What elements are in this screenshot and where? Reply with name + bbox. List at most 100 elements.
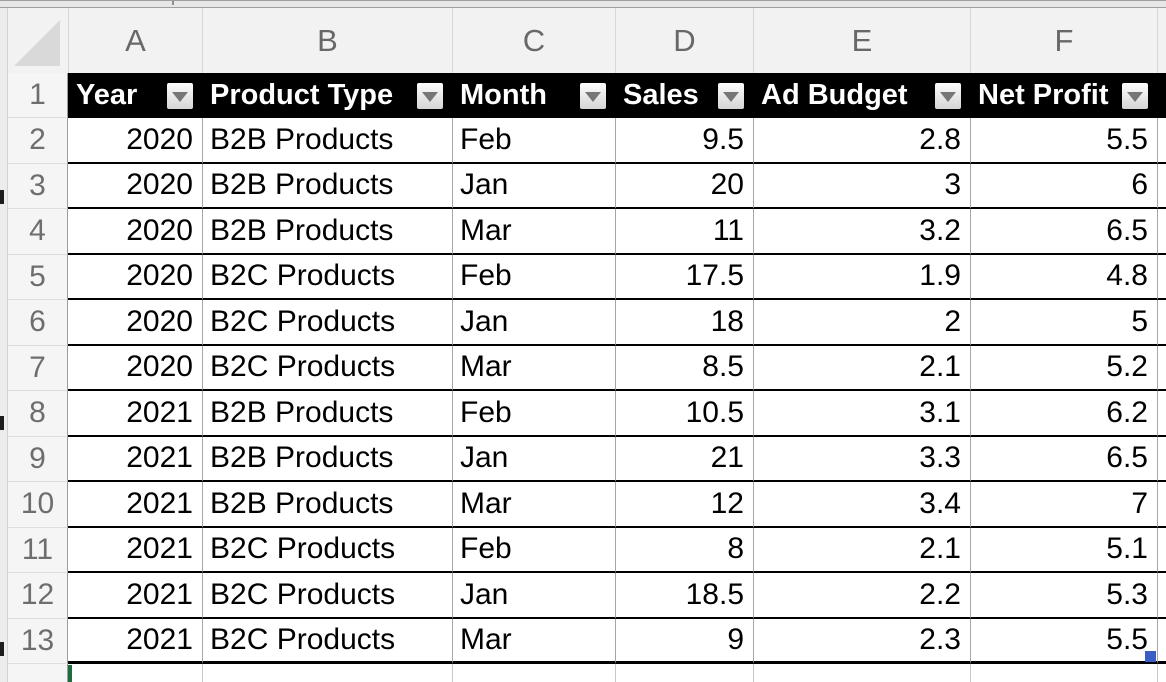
row-header-4[interactable]: 4	[8, 209, 68, 255]
cell-d2[interactable]: 9.5	[615, 118, 753, 164]
cell-b10[interactable]: B2B Products	[202, 482, 452, 528]
row-header-10[interactable]: 10	[8, 482, 68, 528]
cell-e4[interactable]: 3.2	[753, 209, 970, 255]
cell-e8[interactable]: 3.1	[753, 391, 970, 437]
row-header-5[interactable]: 5	[8, 254, 68, 300]
row-header-2[interactable]: 2	[8, 118, 68, 164]
cell-b8[interactable]: B2B Products	[202, 391, 452, 437]
cell-d11[interactable]: 8	[615, 527, 753, 573]
table-header-year[interactable]: Year	[68, 73, 202, 118]
table-header-ad-budget[interactable]: Ad Budget	[753, 73, 970, 118]
cell-f2[interactable]: 5.5	[970, 118, 1157, 164]
cell-c5[interactable]: Feb	[452, 254, 615, 300]
cell-d9[interactable]: 21	[615, 436, 753, 482]
cell-d8[interactable]: 10.5	[615, 391, 753, 437]
cell-d10[interactable]: 12	[615, 482, 753, 528]
table-header-sales[interactable]: Sales	[615, 73, 753, 118]
filter-button-sales[interactable]	[718, 82, 744, 109]
cell-d7[interactable]: 8.5	[615, 345, 753, 391]
cell-f3[interactable]: 6	[970, 163, 1157, 209]
cell-b7[interactable]: B2C Products	[202, 345, 452, 391]
cell-b13[interactable]: B2C Products	[202, 618, 452, 664]
row-header-8[interactable]: 8	[8, 391, 68, 437]
cell-d12[interactable]: 18.5	[615, 573, 753, 619]
table-header-net-profit[interactable]: Net Profit	[970, 73, 1157, 118]
table-header-month[interactable]: Month	[452, 73, 615, 118]
column-header-f[interactable]: F	[970, 8, 1157, 73]
cell-a7[interactable]: 2020	[68, 345, 202, 391]
filter-button-ad-budget[interactable]	[935, 82, 961, 109]
cell-e9[interactable]: 3.3	[753, 436, 970, 482]
table-header-product-type[interactable]: Product Type	[202, 73, 452, 118]
select-all-button[interactable]	[8, 8, 68, 73]
cell-e11[interactable]: 2.1	[753, 527, 970, 573]
cell-a4[interactable]: 2020	[68, 209, 202, 255]
cell-b9[interactable]: B2B Products	[202, 436, 452, 482]
cell-b5[interactable]: B2C Products	[202, 254, 452, 300]
cell-a3[interactable]: 2020	[68, 163, 202, 209]
cell-c11[interactable]: Feb	[452, 527, 615, 573]
cell-e3[interactable]: 3	[753, 163, 970, 209]
cell-d3[interactable]: 20	[615, 163, 753, 209]
cell-e13[interactable]: 2.3	[753, 618, 970, 664]
cell-f12[interactable]: 5.3	[970, 573, 1157, 619]
column-header-b[interactable]: B	[202, 8, 452, 73]
cell-f8[interactable]: 6.2	[970, 391, 1157, 437]
cell-c3[interactable]: Jan	[452, 163, 615, 209]
cell-c8[interactable]: Feb	[452, 391, 615, 437]
cell-a2[interactable]: 2020	[68, 118, 202, 164]
column-header-a[interactable]: A	[68, 8, 202, 73]
cell-f10[interactable]: 7	[970, 482, 1157, 528]
cell-a5[interactable]: 2020	[68, 254, 202, 300]
cell-f6[interactable]: 5	[970, 300, 1157, 346]
cell-f5[interactable]: 4.8	[970, 254, 1157, 300]
cell-c2[interactable]: Feb	[452, 118, 615, 164]
cell-e7[interactable]: 2.1	[753, 345, 970, 391]
cell-d6[interactable]: 18	[615, 300, 753, 346]
cell-b6[interactable]: B2C Products	[202, 300, 452, 346]
cell-e12[interactable]: 2.2	[753, 573, 970, 619]
cell-c12[interactable]: Jan	[452, 573, 615, 619]
cell-a11[interactable]: 2021	[68, 527, 202, 573]
filter-button-month[interactable]	[580, 82, 606, 109]
cell-e6[interactable]: 2	[753, 300, 970, 346]
cell-c10[interactable]: Mar	[452, 482, 615, 528]
cell-b4[interactable]: B2B Products	[202, 209, 452, 255]
cell-b12[interactable]: B2C Products	[202, 573, 452, 619]
cell-f9[interactable]: 6.5	[970, 436, 1157, 482]
cell-b3[interactable]: B2B Products	[202, 163, 452, 209]
cell-e5[interactable]: 1.9	[753, 254, 970, 300]
row-header-11[interactable]: 11	[8, 527, 68, 573]
cell-b2[interactable]: B2B Products	[202, 118, 452, 164]
row-header-9[interactable]: 9	[8, 436, 68, 482]
filter-button-net-profit[interactable]	[1122, 82, 1148, 109]
column-header-e[interactable]: E	[753, 8, 970, 73]
row-header-13[interactable]: 13	[8, 618, 68, 664]
cell-f7[interactable]: 5.2	[970, 345, 1157, 391]
row-header-6[interactable]: 6	[8, 300, 68, 346]
cell-a12[interactable]: 2021	[68, 573, 202, 619]
filter-button-product-type[interactable]	[417, 82, 443, 109]
row-header-3[interactable]: 3	[8, 163, 68, 209]
cell-e10[interactable]: 3.4	[753, 482, 970, 528]
cell-a8[interactable]: 2021	[68, 391, 202, 437]
cell-b11[interactable]: B2C Products	[202, 527, 452, 573]
row-header-12[interactable]: 12	[8, 573, 68, 619]
cell-a9[interactable]: 2021	[68, 436, 202, 482]
column-header-d[interactable]: D	[615, 8, 753, 73]
cell-c13[interactable]: Mar	[452, 618, 615, 664]
table-resize-handle[interactable]	[1145, 651, 1156, 662]
row-header-7[interactable]: 7	[8, 345, 68, 391]
cell-f11[interactable]: 5.1	[970, 527, 1157, 573]
cell-a6[interactable]: 2020	[68, 300, 202, 346]
cell-e2[interactable]: 2.8	[753, 118, 970, 164]
row-header-1[interactable]: 1	[8, 73, 68, 118]
column-header-c[interactable]: C	[452, 8, 615, 73]
cell-c7[interactable]: Mar	[452, 345, 615, 391]
cell-f13[interactable]: 5.5	[970, 618, 1157, 664]
cell-a10[interactable]: 2021	[68, 482, 202, 528]
cell-d4[interactable]: 11	[615, 209, 753, 255]
filter-button-year[interactable]	[167, 82, 193, 109]
cell-c6[interactable]: Jan	[452, 300, 615, 346]
cell-a13[interactable]: 2021	[68, 618, 202, 664]
